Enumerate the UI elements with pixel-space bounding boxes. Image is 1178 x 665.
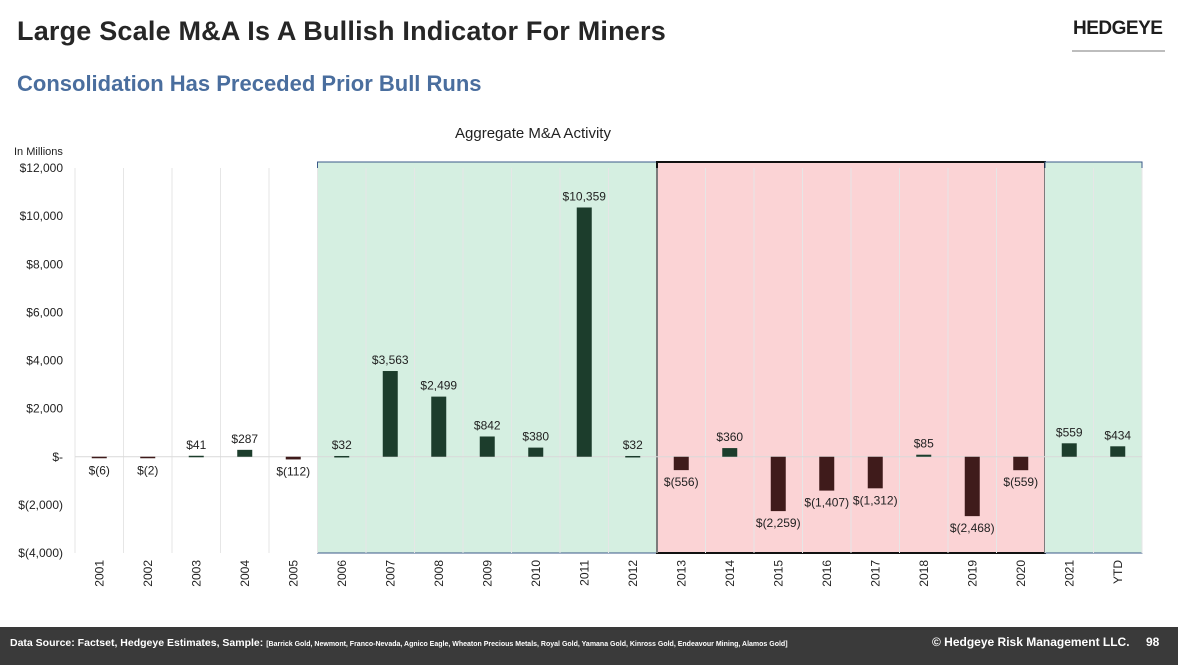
bar-2001 — [91, 456, 107, 459]
data-label-2020: $(559) — [1003, 475, 1038, 489]
x-tick-label-2020: 2020 — [1014, 560, 1028, 587]
x-tick-label-2009: 2009 — [480, 560, 494, 587]
y-tick-label: $(4,000) — [18, 546, 63, 560]
bar-2016 — [819, 456, 835, 491]
data-label-2017: $(1,312) — [853, 493, 898, 507]
y-tick-label: $(2,000) — [18, 498, 63, 512]
bar-2011 — [576, 207, 592, 457]
x-tick-label-2001: 2001 — [92, 560, 106, 587]
bars — [91, 207, 1126, 517]
x-tick-label-2011: 2011 — [577, 560, 591, 586]
bar-2004 — [237, 449, 253, 457]
bar-2002 — [140, 456, 156, 459]
x-tick-label-2003: 2003 — [189, 560, 203, 587]
x-tick-label-2005: 2005 — [286, 560, 300, 587]
logo-underline — [1072, 50, 1165, 52]
data-label-2015: $(2,259) — [756, 516, 801, 530]
x-tick-label-2010: 2010 — [529, 560, 543, 587]
page-subtitle: Consolidation Has Preceded Prior Bull Ru… — [17, 71, 482, 96]
x-tick-label-2016: 2016 — [820, 560, 834, 587]
bar-2019 — [964, 456, 980, 517]
y-tick-label: $4,000 — [26, 354, 63, 368]
data-label-2009: $842 — [474, 418, 501, 432]
x-tick-label-2002: 2002 — [141, 560, 155, 587]
x-tick-label-2006: 2006 — [335, 560, 349, 587]
y-axis: $12,000 $10,000 $8,000 $6,000 $4,000 $2,000 $-… — [18, 161, 63, 560]
data-label-2010: $380 — [522, 430, 549, 444]
data-label-2019: $(2,468) — [950, 521, 995, 535]
x-tick-label-2021: 2021 — [1062, 560, 1076, 587]
bar-YTD — [1110, 446, 1126, 457]
data-label-2001: $(6) — [89, 463, 110, 477]
data-label-2018: $85 — [914, 437, 934, 451]
gridlines — [74, 168, 1143, 553]
x-tick-label-2008: 2008 — [432, 560, 446, 587]
bar-2014 — [722, 448, 738, 457]
bar-2005 — [285, 456, 301, 460]
x-tick-label-2017: 2017 — [868, 560, 882, 587]
y-axis-unit-label: In Millions — [14, 146, 63, 158]
x-tick-label-2013: 2013 — [674, 560, 688, 587]
bar-2015 — [770, 456, 786, 512]
bar-2012 — [625, 455, 641, 458]
bar-2007 — [382, 371, 398, 457]
footer-copyright: © Hedgeye Risk Management LLC. — [932, 635, 1130, 649]
y-tick-label: $2,000 — [26, 402, 63, 416]
bar-2006 — [334, 455, 350, 458]
shaded-regions — [317, 161, 1143, 554]
bar-2018 — [916, 454, 932, 457]
data-label-2002: $(2) — [137, 463, 158, 477]
aggregate-ma-chart: $(6) $(2) $41 $287 $(112) $32 $3,563 $2,499 $842… — [14, 125, 1143, 587]
footer-bar: Data Source: Factset, Hedgeye Estimates,… — [0, 627, 1178, 665]
data-label-2014: $360 — [716, 430, 743, 444]
data-label-2021: $559 — [1056, 425, 1083, 439]
page-number: 98 — [1146, 635, 1160, 649]
data-label-2007: $3,563 — [372, 353, 409, 367]
footer-sample-list: [Barrick Gold, Newmont, Franco-Nevada, A… — [266, 641, 788, 648]
x-tick-label-2004: 2004 — [238, 560, 252, 587]
data-label-2006: $32 — [332, 438, 352, 452]
data-label-2016: $(1,407) — [804, 496, 849, 510]
data-labels: $(6) $(2) $41 $287 $(112) $32 $3,563 $2,499 $842… — [89, 189, 1132, 535]
bar-2021 — [1061, 443, 1077, 457]
x-axis: 2001 2002 2003 2004 2005 2006 2007 2008 2009 2010… — [92, 560, 1125, 587]
x-tick-label-2015: 2015 — [771, 560, 785, 587]
bar-2009 — [479, 436, 495, 457]
bar-2003 — [188, 455, 204, 458]
x-tick-label-2018: 2018 — [917, 560, 931, 587]
chart-title: Aggregate M&A Activity — [455, 125, 611, 142]
y-tick-label: $6,000 — [26, 305, 63, 319]
data-label-2013: $(556) — [664, 475, 699, 489]
data-label-2005: $(112) — [276, 464, 310, 478]
bar-2020 — [1013, 456, 1029, 471]
data-label-2008: $2,499 — [420, 379, 457, 393]
bar-2010 — [528, 447, 544, 457]
shaded-region-bull-1 — [317, 161, 658, 554]
x-tick-label-2007: 2007 — [383, 560, 397, 587]
data-label-2003: $41 — [186, 438, 206, 452]
y-tick-label: $8,000 — [26, 257, 63, 271]
y-tick-label: $12,000 — [20, 161, 64, 175]
data-label-2012: $32 — [623, 438, 643, 452]
hedgeye-logo: HEDGEYE — [1073, 18, 1163, 39]
bar-2008 — [431, 396, 447, 457]
bar-2017 — [867, 456, 883, 489]
y-tick-label: $10,000 — [20, 209, 64, 223]
y-tick-label: $- — [52, 450, 63, 464]
bar-2013 — [673, 456, 689, 471]
data-label-2011: $10,359 — [563, 189, 607, 203]
data-label-YTD: $434 — [1104, 428, 1131, 442]
footer-source-label: Data Source: Factset, Hedgeye Estimates,… — [10, 637, 267, 649]
x-tick-label-2012: 2012 — [626, 560, 640, 587]
x-tick-label-2019: 2019 — [965, 560, 979, 587]
x-tick-label-2014: 2014 — [723, 560, 737, 587]
footer-source: Data Source: Factset, Hedgeye Estimates,… — [10, 637, 788, 649]
page-title: Large Scale M&A Is A Bullish Indicator F… — [17, 16, 666, 46]
x-tick-label-YTD: YTD — [1111, 560, 1125, 584]
data-label-2004: $287 — [231, 432, 258, 446]
